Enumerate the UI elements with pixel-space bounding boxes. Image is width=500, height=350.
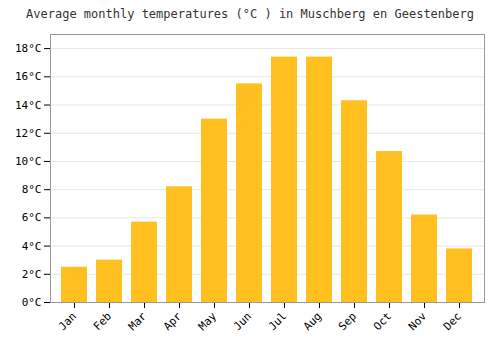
svg-text:Mar: Mar	[126, 309, 150, 333]
svg-text:Sep: Sep	[336, 310, 359, 333]
svg-text:8°C: 8°C	[22, 183, 42, 196]
svg-text:Aug: Aug	[301, 310, 324, 333]
svg-text:Jan: Jan	[56, 310, 79, 333]
svg-text:10°C: 10°C	[15, 155, 42, 168]
svg-text:Jul: Jul	[266, 310, 289, 333]
svg-text:18°C: 18°C	[15, 42, 42, 55]
html-text:Average monthly temperatures (: Average monthly temperatures (°C ) in Mu…	[26, 7, 474, 21]
svg-text:Dec: Dec	[441, 310, 464, 333]
svg-text:4°C: 4°C	[22, 240, 42, 253]
svg-text:Apr: Apr	[161, 309, 185, 333]
svg-text:Feb: Feb	[91, 310, 114, 333]
svg-text:14°C: 14°C	[15, 99, 42, 112]
svg-text:Jun: Jun	[231, 310, 254, 333]
svg-text:12°C: 12°C	[15, 127, 42, 140]
svg-text:16°C: 16°C	[15, 70, 42, 83]
svg-text:2°C: 2°C	[22, 268, 42, 281]
svg-text:0°C: 0°C	[22, 296, 42, 309]
svg-text:Nov: Nov	[406, 309, 430, 333]
svg-text:Oct: Oct	[371, 310, 394, 333]
svg-text:May: May	[196, 309, 220, 333]
svg-text:6°C: 6°C	[22, 211, 42, 224]
